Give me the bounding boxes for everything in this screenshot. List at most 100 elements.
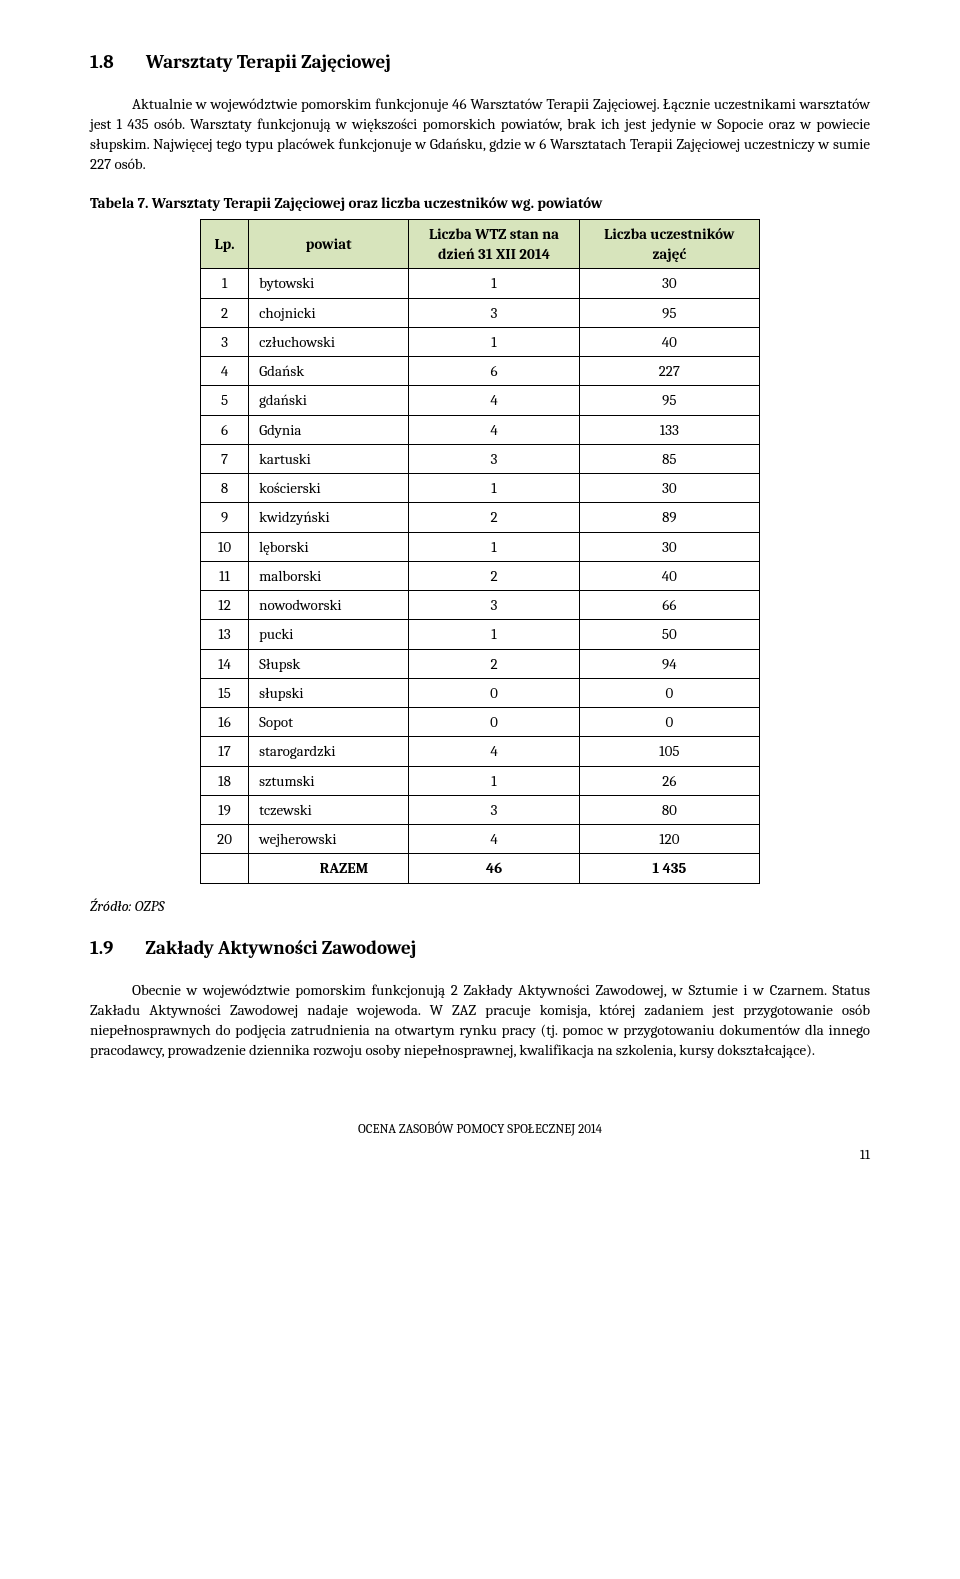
cell-wtz: 3 [409,591,579,620]
table-row: 17starogardzki4105 [201,737,760,766]
cell-powiat: wejherowski [249,825,409,854]
cell-ucz: 0 [579,678,759,707]
cell-lp: 3 [201,327,249,356]
table-source: Źródło: OZPS [90,896,870,916]
cell-ucz: 30 [579,474,759,503]
cell-wtz: 0 [409,678,579,707]
cell-powiat: tczewski [249,795,409,824]
cell-powiat: Słupsk [249,649,409,678]
cell-lp: 11 [201,561,249,590]
cell-wtz: 3 [409,444,579,473]
cell-ucz: 80 [579,795,759,824]
table-row: 19tczewski380 [201,795,760,824]
table-row: 6Gdynia4133 [201,415,760,444]
cell-lp: 8 [201,474,249,503]
cell-wtz: 4 [409,737,579,766]
section-num-1: 1.8 [90,50,114,76]
cell-lp: 2 [201,298,249,327]
cell-lp: 7 [201,444,249,473]
cell-wtz: 2 [409,649,579,678]
cell-lp: 13 [201,620,249,649]
section2-paragraph: Obecnie w województwie pomorskim funkcjo… [90,980,870,1061]
cell-powiat: starogardzki [249,737,409,766]
section-title-2: Zakłady Aktywności Zawodowej [145,937,416,959]
cell-powiat: człuchowski [249,327,409,356]
th-powiat: powiat [249,219,409,269]
cell-ucz: 120 [579,825,759,854]
cell-wtz: 1 [409,474,579,503]
cell-wtz: 1 [409,620,579,649]
cell-powiat: kwidzyński [249,503,409,532]
cell-wtz: 2 [409,503,579,532]
table-row: 4Gdańsk6227 [201,357,760,386]
table-row: 13pucki150 [201,620,760,649]
data-table: Lp. powiat Liczba WTZ stan na dzień 31 X… [200,219,760,884]
table-row: 3człuchowski140 [201,327,760,356]
cell-wtz: 2 [409,561,579,590]
cell-ucz: 26 [579,766,759,795]
cell-lp: 10 [201,532,249,561]
cell-wtz: 1 [409,327,579,356]
cell-ucz: 40 [579,561,759,590]
cell-wtz: 1 [409,532,579,561]
cell-ucz: 94 [579,649,759,678]
cell-ucz: 85 [579,444,759,473]
cell-ucz: 30 [579,532,759,561]
table-row: 14Słupsk294 [201,649,760,678]
cell-ucz: 89 [579,503,759,532]
table-total-row: RAZEM461 435 [201,854,760,883]
cell-lp: 1 [201,269,249,298]
section-title-1: Warsztaty Terapii Zajęciowej [146,51,391,73]
cell-lp: 20 [201,825,249,854]
section-num-2: 1.9 [90,936,113,962]
cell-ucz: 50 [579,620,759,649]
cell-wtz: 3 [409,795,579,824]
cell-wtz: 1 [409,269,579,298]
cell-ucz: 0 [579,708,759,737]
cell-powiat: sztumski [249,766,409,795]
cell-ucz: 95 [579,298,759,327]
cell-lp: 19 [201,795,249,824]
table-row: 8kościerski130 [201,474,760,503]
table-row: 18sztumski126 [201,766,760,795]
section-heading-2: 1.9 Zakłady Aktywności Zawodowej [90,936,870,962]
cell-lp: 12 [201,591,249,620]
cell-lp: 9 [201,503,249,532]
table-row: 2chojnicki395 [201,298,760,327]
cell-ucz: 40 [579,327,759,356]
th-wtz: Liczba WTZ stan na dzień 31 XII 2014 [409,219,579,269]
cell-lp: 4 [201,357,249,386]
cell-lp: 14 [201,649,249,678]
table-row: 20wejherowski4120 [201,825,760,854]
table-row: 15słupski00 [201,678,760,707]
table-row: 9kwidzyński289 [201,503,760,532]
cell-powiat: pucki [249,620,409,649]
cell-powiat: kościerski [249,474,409,503]
cell-wtz: 0 [409,708,579,737]
cell-wtz: 4 [409,825,579,854]
footer-text: OCENA ZASOBÓW POMOCY SPOŁECZNEJ 2014 [90,1121,870,1139]
cell-ucz: 95 [579,386,759,415]
cell-powiat: malborski [249,561,409,590]
table-row: 11malborski240 [201,561,760,590]
cell-powiat: gdański [249,386,409,415]
cell-lp: 16 [201,708,249,737]
cell-powiat: kartuski [249,444,409,473]
cell-ucz: 105 [579,737,759,766]
table-caption: Tabela 7. Warsztaty Terapii Zajęciowej o… [90,193,870,213]
cell-lp: 18 [201,766,249,795]
cell-ucz: 66 [579,591,759,620]
section-heading-1: 1.8 Warsztaty Terapii Zajęciowej [90,50,870,76]
cell-wtz: 6 [409,357,579,386]
cell-wtz: 3 [409,298,579,327]
cell-powiat: chojnicki [249,298,409,327]
cell-lp: 17 [201,737,249,766]
cell-total-wtz: 46 [409,854,579,883]
page-number: 11 [90,1146,870,1165]
table-row: 7kartuski385 [201,444,760,473]
table-row: 12nowodworski366 [201,591,760,620]
cell-powiat: nowodworski [249,591,409,620]
table-row: 1bytowski130 [201,269,760,298]
cell-lp: 15 [201,678,249,707]
cell-total-empty [201,854,249,883]
